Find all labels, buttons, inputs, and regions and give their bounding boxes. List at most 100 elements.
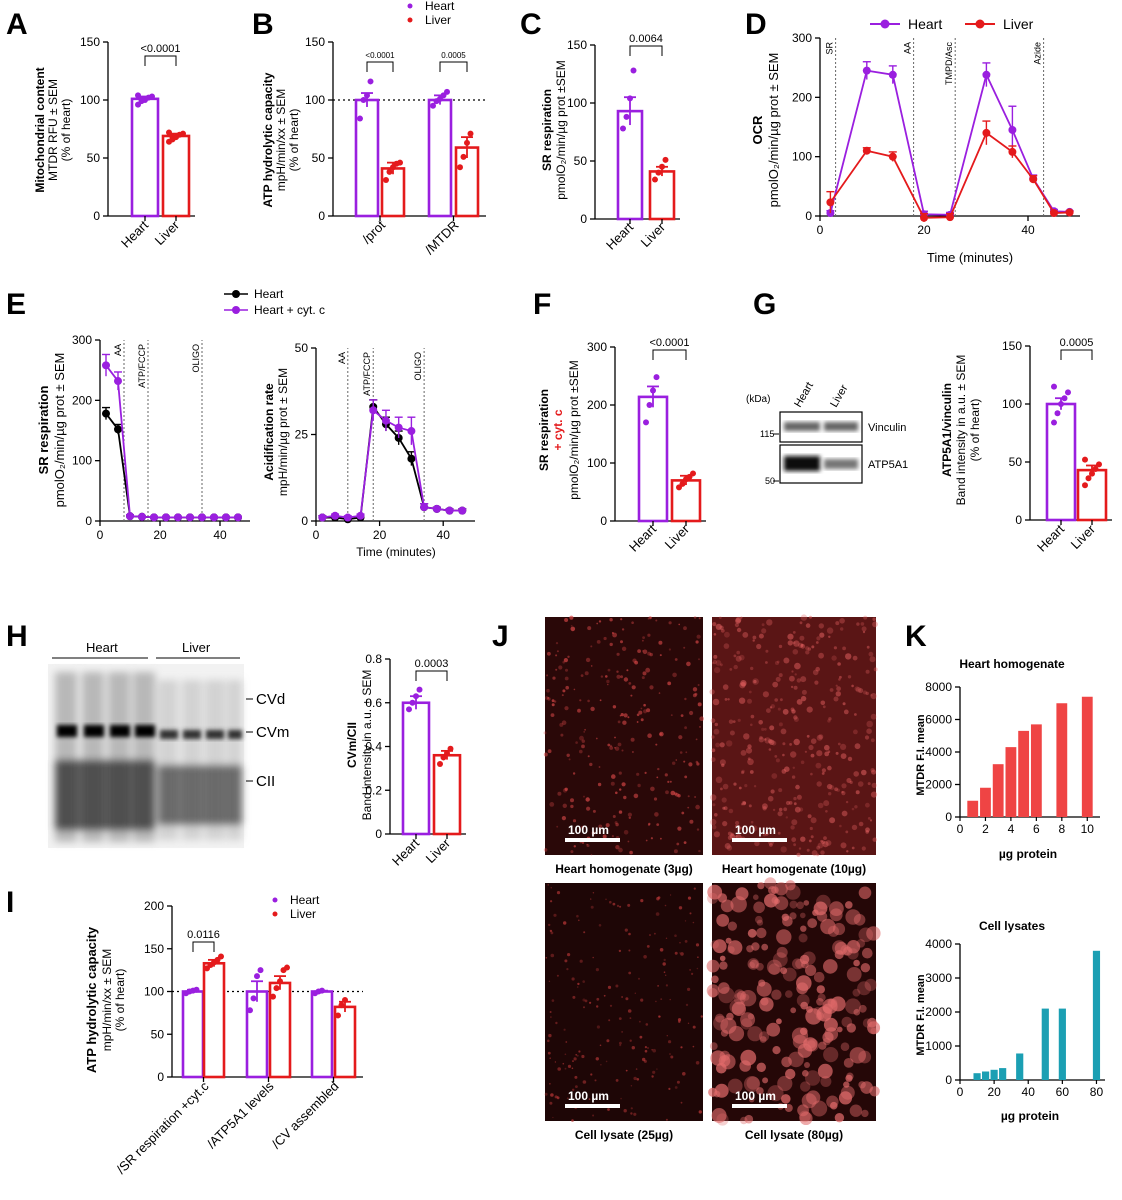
image-speckle — [747, 698, 752, 704]
image-speckle — [825, 840, 832, 846]
image-speckle — [719, 955, 726, 962]
image-speckle — [544, 1092, 548, 1096]
image-speckle — [640, 707, 643, 710]
image-speckle — [627, 716, 630, 719]
image-speckle — [806, 734, 810, 738]
y-tick-label: 0 — [600, 514, 607, 528]
image-speckle — [754, 840, 760, 847]
image-speckle — [625, 997, 629, 1001]
image-speckle — [615, 1079, 619, 1082]
image-speckle — [853, 959, 860, 967]
image-speckle — [753, 894, 759, 900]
image-speckle — [803, 1039, 809, 1046]
image-speckle — [820, 850, 825, 855]
image-speckle — [581, 739, 585, 743]
image-speckle — [758, 737, 765, 743]
image-speckle — [857, 781, 864, 787]
image-speckle — [664, 904, 667, 907]
image-speckle — [778, 788, 783, 793]
image-speckle — [849, 1104, 863, 1117]
image-speckle — [769, 725, 775, 731]
p-value-label: 0.0003 — [415, 658, 449, 670]
image-speckle — [772, 952, 788, 967]
x-tick-label: 40 — [1022, 1085, 1036, 1099]
image-speckle — [611, 774, 616, 779]
data-point — [338, 1002, 345, 1009]
image-speckle — [649, 652, 653, 657]
image-speckle — [856, 939, 866, 948]
legend-d: Heart Liver — [870, 16, 1034, 32]
data-point — [149, 93, 155, 100]
image-speckle — [582, 980, 585, 983]
x-tick-label: 20 — [153, 528, 167, 542]
image-speckle — [697, 956, 699, 958]
image-speckle — [680, 952, 684, 956]
image-speckle — [872, 837, 877, 842]
image-speckle — [548, 980, 551, 982]
bar — [1076, 468, 1108, 522]
image-speckle — [630, 1085, 633, 1087]
x-tick-label: 0 — [957, 822, 964, 836]
image-speckle — [712, 622, 717, 627]
image-speckle — [581, 825, 585, 830]
image-speckle — [805, 1008, 822, 1025]
image-speckle — [607, 668, 611, 672]
image-speckle — [707, 892, 719, 904]
image-speckle — [639, 1035, 643, 1039]
image-speckle — [726, 845, 733, 851]
data-point — [386, 168, 393, 175]
image-speckle — [629, 1017, 632, 1019]
data-point — [432, 504, 441, 513]
image-speckle — [828, 792, 832, 796]
image-speckle — [548, 923, 551, 927]
image-speckle — [615, 845, 620, 850]
image-speckle — [550, 1016, 552, 1018]
data-point — [277, 978, 283, 985]
image-speckle — [582, 998, 586, 1002]
svg-text:SR respiration: SR respiration — [537, 389, 551, 471]
image-speckle — [867, 782, 871, 786]
data-point — [180, 130, 186, 137]
panel-e-right-chart: 0 25 50 0 20 40 AA ATP/FCCP OLIGO — [295, 341, 475, 542]
image-speckle — [729, 668, 733, 671]
image-speckle — [762, 806, 767, 811]
image-speckle — [840, 743, 847, 751]
data-point — [653, 374, 660, 381]
data-point — [1058, 401, 1064, 407]
image-speckle — [621, 749, 624, 752]
image-speckle — [752, 635, 757, 640]
scale-bar-label-2: 100 µm — [735, 823, 776, 837]
image-speckle — [789, 912, 797, 920]
image-speckle — [836, 686, 841, 692]
image-speckle — [570, 850, 574, 854]
image-speckle — [798, 847, 802, 850]
image-speckle — [640, 899, 644, 903]
image-speckle — [758, 633, 764, 639]
image-speckle — [736, 627, 742, 633]
image-speckle — [796, 678, 801, 683]
image-speckle — [667, 780, 670, 784]
image-speckle — [843, 1081, 850, 1088]
data-point — [342, 997, 348, 1004]
image-speckle — [674, 951, 678, 955]
image-speckle — [740, 803, 744, 806]
image-speckle — [651, 1049, 653, 1051]
image-speckle — [564, 959, 568, 963]
image-speckle — [837, 662, 841, 666]
image-speckle — [772, 681, 779, 688]
image-speckle — [636, 713, 640, 717]
image-speckle — [634, 992, 636, 994]
image-speckle — [709, 1042, 718, 1050]
image-speckle — [730, 832, 734, 837]
image-speckle — [833, 696, 839, 702]
image-speckle — [698, 617, 701, 620]
image-speckle — [715, 742, 720, 748]
panel-g-blot: (kDa) Heart Liver 115 50 Vinculin ATP5A1 — [746, 380, 908, 486]
panel-e-left-chart: 0 100 200 300 0 20 40 AA ATP/FCCP OLIGO — [72, 333, 250, 542]
image-speckle — [715, 776, 723, 784]
image-speckle — [655, 619, 658, 622]
image-speckle — [845, 830, 849, 834]
image-speckle — [633, 1076, 637, 1081]
image-speckle — [771, 989, 782, 1000]
image-speckle — [758, 979, 766, 987]
